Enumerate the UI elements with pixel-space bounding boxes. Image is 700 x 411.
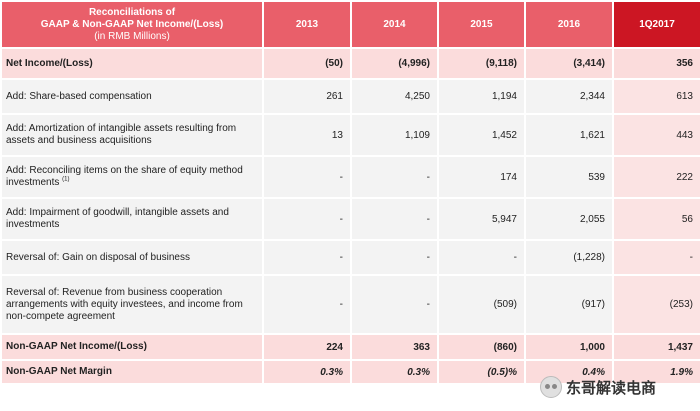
row-label: Add: Share-based compensation — [2, 80, 262, 113]
cell: 443 — [614, 115, 700, 155]
cell: 1,000 — [526, 335, 612, 359]
cell: - — [352, 199, 437, 239]
table-row-revenue-reversal: Reversal of: Revenue from business coope… — [2, 276, 700, 333]
cell: 56 — [614, 199, 700, 239]
cell: (253) — [614, 276, 700, 333]
row-label: Add: Impairment of goodwill, intangible … — [2, 199, 262, 239]
cell: 1,452 — [439, 115, 524, 155]
cell: 1,109 — [352, 115, 437, 155]
row-label: Non-GAAP Net Margin — [2, 361, 262, 383]
cell: (917) — [526, 276, 612, 333]
cell: (1,228) — [526, 241, 612, 274]
cell: 613 — [614, 80, 700, 113]
cell: 174 — [439, 157, 524, 197]
cell: - — [352, 157, 437, 197]
title-line-1: Reconciliations of — [88, 6, 176, 18]
cell: 5,947 — [439, 199, 524, 239]
cell: (9,118) — [439, 49, 524, 78]
table-title: Reconciliations of GAAP & Non-GAAP Net I… — [2, 2, 262, 47]
cell: 13 — [264, 115, 350, 155]
cell: - — [439, 241, 524, 274]
cell: 1,194 — [439, 80, 524, 113]
col-header-1q2017: 1Q2017 — [614, 2, 700, 47]
reconciliation-table: Reconciliations of GAAP & Non-GAAP Net I… — [2, 2, 700, 383]
row-label: Non-GAAP Net Income/(Loss) — [2, 335, 262, 359]
cell: (860) — [439, 335, 524, 359]
table-row-equity-method: Add: Reconciling items on the share of e… — [2, 157, 700, 197]
cell: 1,621 — [526, 115, 612, 155]
cell: 1,437 — [614, 335, 700, 359]
cell: - — [264, 199, 350, 239]
row-label: Reversal of: Gain on disposal of busines… — [2, 241, 262, 274]
cell: 2,055 — [526, 199, 612, 239]
cell: 539 — [526, 157, 612, 197]
table-row-share-based: Add: Share-based compensation 261 4,250 … — [2, 80, 700, 113]
row-label: Add: Amortization of intangible assets r… — [2, 115, 262, 155]
row-label: Add: Reconciling items on the share of e… — [2, 157, 262, 197]
cell: (0.5)% — [439, 361, 524, 383]
row-label: Net Income/(Loss) — [2, 49, 262, 78]
cell: 356 — [614, 49, 700, 78]
title-line-3: (in RMB Millions) — [94, 30, 170, 42]
table-row-non-gaap-margin: Non-GAAP Net Margin 0.3% 0.3% (0.5)% 0.4… — [2, 361, 700, 383]
title-line-2: GAAP & Non-GAAP Net Income/(Loss) — [40, 18, 224, 30]
cell: (3,414) — [526, 49, 612, 78]
cell: - — [264, 157, 350, 197]
watermark-text: 东哥解读电商 — [566, 379, 657, 397]
cell: - — [264, 276, 350, 333]
watermark: 东哥解读电商 — [540, 376, 656, 398]
cell: 0.3% — [352, 361, 437, 383]
cell: 0.3% — [264, 361, 350, 383]
col-header-2013: 2013 — [264, 2, 350, 47]
cell: - — [614, 241, 700, 274]
cell: 222 — [614, 157, 700, 197]
cell: 4,250 — [352, 80, 437, 113]
cell: (50) — [264, 49, 350, 78]
col-header-2015: 2015 — [439, 2, 524, 47]
footnote-marker: (1) — [62, 176, 70, 183]
cell: 261 — [264, 80, 350, 113]
cell: 224 — [264, 335, 350, 359]
table-row-net-income: Net Income/(Loss) (50) (4,996) (9,118) (… — [2, 49, 700, 78]
col-header-2014: 2014 — [352, 2, 437, 47]
table-row-non-gaap-income: Non-GAAP Net Income/(Loss) 224 363 (860)… — [2, 335, 700, 359]
row-label-text: Add: Reconciling items on the share of e… — [6, 165, 243, 188]
cell: - — [352, 241, 437, 274]
cell: - — [352, 276, 437, 333]
cell: 2,344 — [526, 80, 612, 113]
col-header-2016: 2016 — [526, 2, 612, 47]
table-row-impairment: Add: Impairment of goodwill, intangible … — [2, 199, 700, 239]
table-row-amortization: Add: Amortization of intangible assets r… — [2, 115, 700, 155]
cell: (4,996) — [352, 49, 437, 78]
wechat-icon — [540, 376, 562, 398]
cell: 1.9% — [614, 361, 700, 383]
cell: - — [264, 241, 350, 274]
table-row-gain-disposal: Reversal of: Gain on disposal of busines… — [2, 241, 700, 274]
cell: 363 — [352, 335, 437, 359]
header-row: Reconciliations of GAAP & Non-GAAP Net I… — [2, 2, 700, 47]
cell: (509) — [439, 276, 524, 333]
row-label: Reversal of: Revenue from business coope… — [2, 276, 262, 333]
